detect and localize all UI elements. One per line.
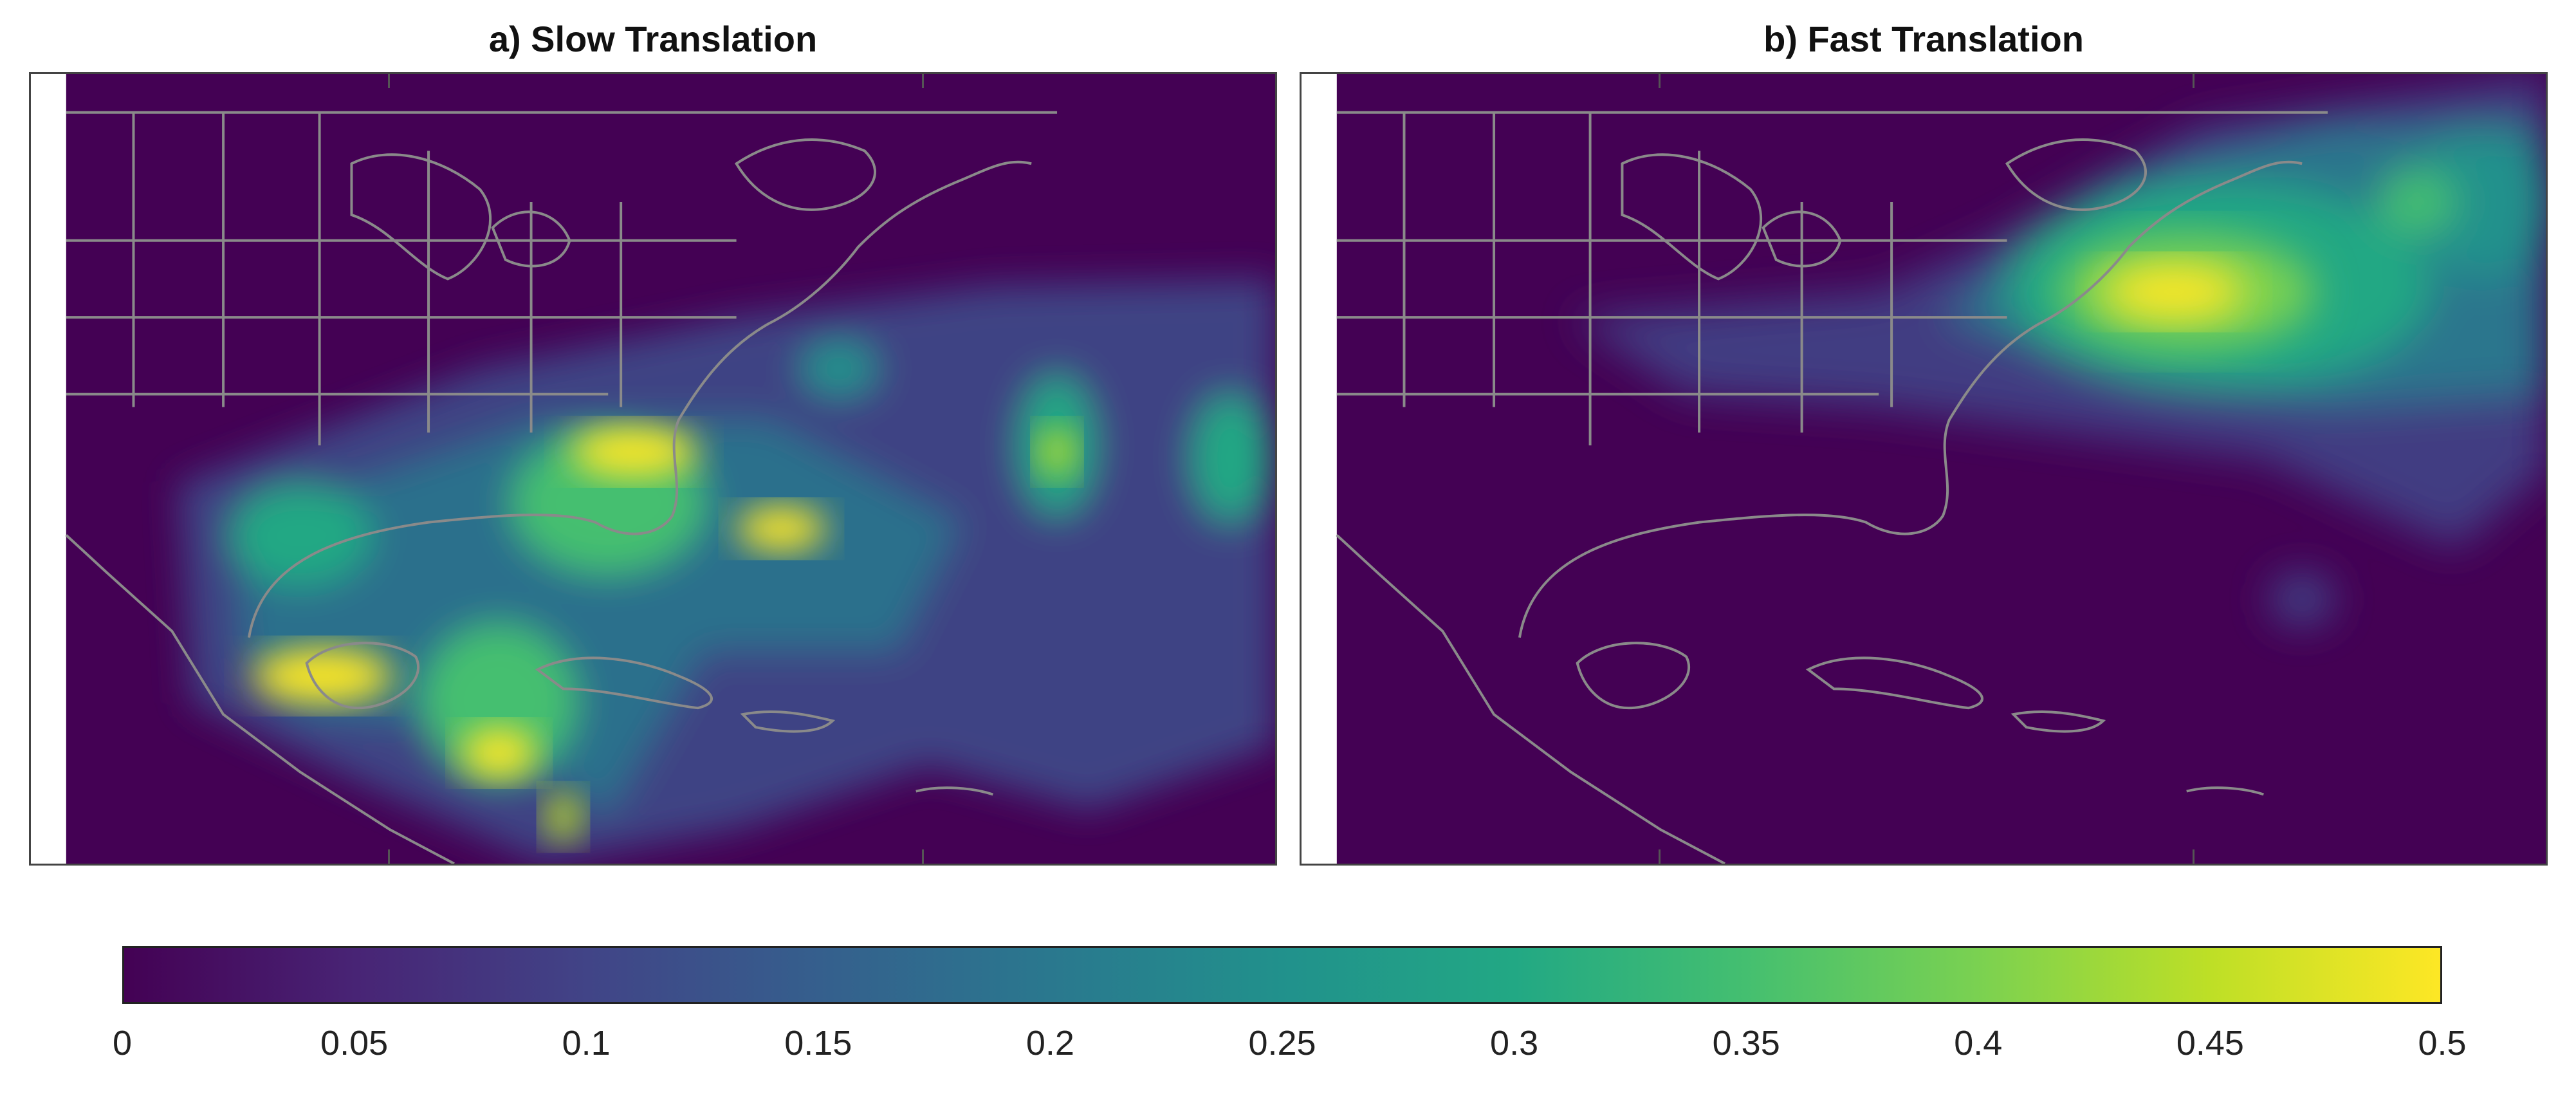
panel-title-a: a) Slow Translation — [488, 19, 818, 59]
colorbar-container — [122, 946, 2442, 1004]
tick-bottom-b-1 — [1659, 849, 1661, 864]
colorbar-tick-label: 0.45 — [2176, 1024, 2244, 1062]
tick-bottom-a-2 — [922, 849, 924, 864]
left-margin-strip — [31, 74, 66, 864]
colorbar-tick-label: 0.35 — [1712, 1024, 1780, 1062]
tick-top-a-1 — [388, 74, 390, 88]
panel-fast-translation: b) Fast Translation — [1300, 0, 2548, 888]
colorbar — [122, 946, 2442, 1004]
tick-bottom-b-2 — [2193, 849, 2194, 864]
map-fast-translation — [1300, 72, 2548, 866]
coastlines-b — [1336, 111, 2328, 864]
tick-top-b-1 — [1659, 74, 1661, 88]
colorbar-tick-label: 0.1 — [562, 1024, 611, 1062]
left-margin-strip — [1302, 74, 1337, 864]
colorbar-tick-label: 0.4 — [1954, 1024, 2003, 1062]
colorbar-tick-label: 0.05 — [320, 1024, 389, 1062]
density-map-b — [1302, 74, 2546, 864]
colorbar-tick-label: 0 — [112, 1024, 133, 1062]
tick-top-a-2 — [922, 74, 924, 88]
colorbar-tick-label: 0.5 — [2418, 1024, 2467, 1062]
panel-title-b: b) Fast Translation — [1763, 19, 2084, 59]
colorbar-tick-label: 0.2 — [1026, 1024, 1074, 1062]
density-map-a — [31, 74, 1275, 864]
density-hotspots-b — [2058, 234, 2315, 349]
panel-slow-translation: a) Slow Translation — [29, 0, 1277, 888]
map-slow-translation — [29, 72, 1277, 866]
coastlines-a — [65, 111, 1058, 864]
colorbar-tick-label: 0.15 — [784, 1024, 852, 1062]
tick-bottom-a-1 — [388, 849, 390, 864]
tick-top-b-2 — [2193, 74, 2194, 88]
density-hotspots-a — [252, 426, 1076, 843]
colorbar-tick-label: 0.3 — [1490, 1024, 1539, 1062]
colorbar-tick-label: 0.25 — [1248, 1024, 1316, 1062]
